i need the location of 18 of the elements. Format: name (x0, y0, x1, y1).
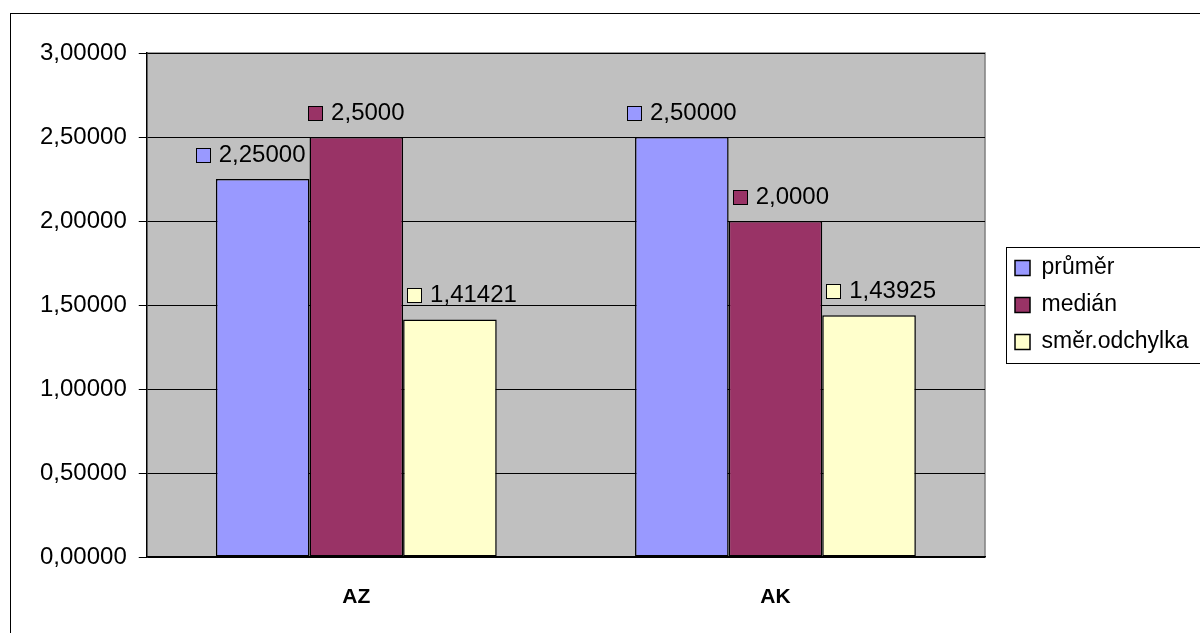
x-tick-label: AZ (342, 584, 371, 608)
data-label: 1,43925 (849, 275, 937, 303)
y-tick-label: 0,50000 (39, 457, 127, 485)
legend-label: směr.odchylka (1041, 327, 1189, 354)
y-tick-label: 2,50000 (39, 121, 127, 149)
data-label: 2,5000 (331, 97, 405, 125)
legend-label: průměr (1041, 253, 1115, 280)
data-label: 2,50000 (649, 97, 737, 125)
data-label: 2,0000 (755, 181, 830, 209)
y-tick-label: 1,50000 (39, 289, 127, 317)
y-tick-label: 0,00000 (39, 541, 127, 569)
data-label: 1,41421 (430, 280, 517, 308)
data-label: 2,25000 (218, 139, 306, 167)
legend-label: medián (1041, 290, 1117, 317)
y-tick-label: 3,00000 (39, 37, 127, 65)
x-tick-label: AK (760, 584, 791, 608)
y-tick-label: 2,00000 (39, 205, 127, 233)
y-tick-label: 1,00000 (39, 373, 127, 401)
